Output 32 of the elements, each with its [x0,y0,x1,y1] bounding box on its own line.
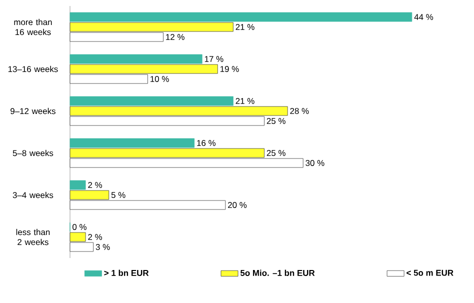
y-tick-label: 5–8 weeks [12,150,54,156]
bar [70,12,412,22]
bar [70,138,195,148]
bar [70,96,234,106]
legend-label: > 1 bn EUR [104,270,149,276]
y-tick-label: 3–4 weeks [12,192,54,198]
data-label: 21 % [236,24,254,30]
data-label: 25 % [266,118,286,124]
data-label: 21 % [236,98,254,104]
bar [70,54,202,64]
data-label: 25 % [266,150,286,156]
data-label: 30 % [306,160,324,166]
data-label: 5 % [111,192,126,198]
y-tick-label: more than 16 weeks [14,18,52,36]
data-label: 44 % [414,14,434,20]
data-label: 19 % [220,66,239,72]
y-tick-label: 13–16 weeks [8,66,58,72]
legend-label: < 5o m EUR [406,270,454,276]
data-label: 12 % [166,34,184,40]
data-label: 2 % [88,234,102,240]
data-label: 16 % [197,140,216,146]
data-label: 20 % [228,202,247,208]
bar [70,180,86,190]
legend-label: 5o Mio. –1 bn EUR [240,270,315,276]
data-label: 17 % [204,56,224,62]
data-label: 3 % [96,244,110,250]
data-label: 0 % [72,224,86,230]
data-label: 28 % [290,108,309,114]
data-label: 2 % [88,182,102,188]
y-tick-label: less than 2 weeks [16,228,50,246]
data-label: 10 % [150,76,169,82]
y-tick-label: 9–12 weeks [10,108,56,114]
